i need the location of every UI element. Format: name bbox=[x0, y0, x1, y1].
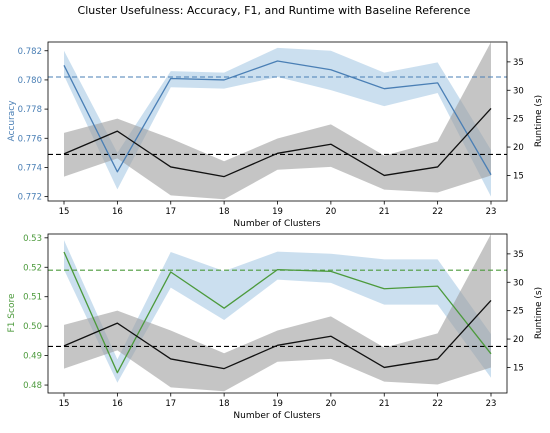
x-axis-label: Number of Clusters bbox=[233, 411, 320, 421]
left-tick-label: 0.51 bbox=[23, 293, 42, 303]
f1-runtime-panel: 15 16 17 18 19 20 21 22 23 0.480.490.500.510.520… bbox=[7, 233, 544, 421]
runtime-axis-label: Runtime (s) bbox=[534, 95, 544, 147]
left-tick-label: 0.782 bbox=[18, 47, 42, 57]
left-tick-label: 0.772 bbox=[18, 193, 42, 203]
right-tick-label: 15 bbox=[513, 363, 524, 373]
x-tick-label: 23 bbox=[486, 207, 497, 217]
f1-series-line bbox=[63, 251, 492, 374]
right-tick-label: 20 bbox=[513, 335, 524, 345]
x-tick-label: 17 bbox=[165, 399, 176, 409]
left-tick-label: 0.48 bbox=[23, 381, 42, 391]
left-tick-label: 0.52 bbox=[23, 263, 42, 273]
runtime-axis-label: Runtime (s) bbox=[534, 287, 544, 339]
right-tick-label: 30 bbox=[513, 278, 524, 288]
plot-area bbox=[48, 42, 507, 200]
left-tick-label: 0.776 bbox=[18, 134, 42, 144]
accuracy-axis-label: Accuracy bbox=[7, 100, 17, 142]
right-tick-label: 25 bbox=[513, 307, 524, 317]
x-tick-label: 20 bbox=[325, 399, 336, 409]
plot-area bbox=[48, 234, 507, 392]
left-tick-label: 0.53 bbox=[23, 234, 42, 244]
accuracy-axis-ticks: 0.772 0.774 0.776 0.778 0.780 0.782 bbox=[18, 47, 48, 203]
right-tick-label: 15 bbox=[513, 171, 524, 181]
accuracy-runtime-panel: 15 16 17 18 19 20 21 22 23 0.7720.7740.7760.7780… bbox=[7, 41, 544, 229]
accuracy-series-line bbox=[63, 60, 492, 176]
right-tick-label: 25 bbox=[513, 115, 524, 125]
f1-axis-label: F1 Score bbox=[7, 293, 17, 332]
left-tick-label: 0.50 bbox=[23, 322, 42, 332]
x-tick-label: 19 bbox=[272, 399, 283, 409]
right-tick-label: 35 bbox=[513, 250, 524, 260]
runtime-axis-ticks: 15 20 25 30 35 bbox=[507, 250, 524, 373]
x-tick-label: 15 bbox=[59, 399, 70, 409]
x-tick-label: 20 bbox=[325, 207, 336, 217]
runtime-confidence-band bbox=[64, 42, 491, 200]
x-tick-label: 22 bbox=[432, 207, 443, 217]
x-tick-label: 21 bbox=[379, 207, 390, 217]
x-tick-label: 23 bbox=[486, 399, 497, 409]
x-axis-label: Number of Clusters bbox=[233, 219, 320, 229]
runtime-axis-ticks: 15 20 25 30 35 bbox=[507, 58, 524, 181]
left-tick-label: 0.774 bbox=[18, 163, 42, 173]
left-tick-label: 0.778 bbox=[18, 105, 42, 115]
left-tick-label: 0.49 bbox=[23, 352, 42, 362]
x-tick-label: 19 bbox=[272, 207, 283, 217]
x-tick-label: 18 bbox=[219, 399, 230, 409]
runtime-series-line bbox=[63, 108, 492, 178]
f1-axis-ticks: 0.48 0.49 0.50 0.51 0.52 0.53 bbox=[23, 234, 48, 391]
x-tick-label: 22 bbox=[432, 399, 443, 409]
f1-confidence-band bbox=[64, 240, 491, 383]
x-tick-label: 21 bbox=[379, 399, 390, 409]
runtime-confidence-band bbox=[64, 234, 491, 392]
x-tick-label: 16 bbox=[112, 207, 123, 217]
x-tick-label: 17 bbox=[165, 207, 176, 217]
x-tick-label: 18 bbox=[219, 207, 230, 217]
figure-title: Cluster Usefulness: Accuracy, F1, and Ru… bbox=[78, 4, 471, 17]
right-tick-label: 20 bbox=[513, 143, 524, 153]
x-tick-label: 16 bbox=[112, 399, 123, 409]
right-tick-label: 35 bbox=[513, 58, 524, 68]
x-tick-label: 15 bbox=[59, 207, 70, 217]
right-tick-label: 30 bbox=[513, 86, 524, 96]
accuracy-confidence-band bbox=[64, 47, 491, 197]
runtime-series-line bbox=[63, 300, 492, 370]
left-tick-label: 0.780 bbox=[18, 76, 42, 86]
x-axis-ticks: 15 16 17 18 19 20 21 22 23 bbox=[59, 201, 497, 217]
x-axis-ticks: 15 16 17 18 19 20 21 22 23 bbox=[59, 393, 497, 409]
